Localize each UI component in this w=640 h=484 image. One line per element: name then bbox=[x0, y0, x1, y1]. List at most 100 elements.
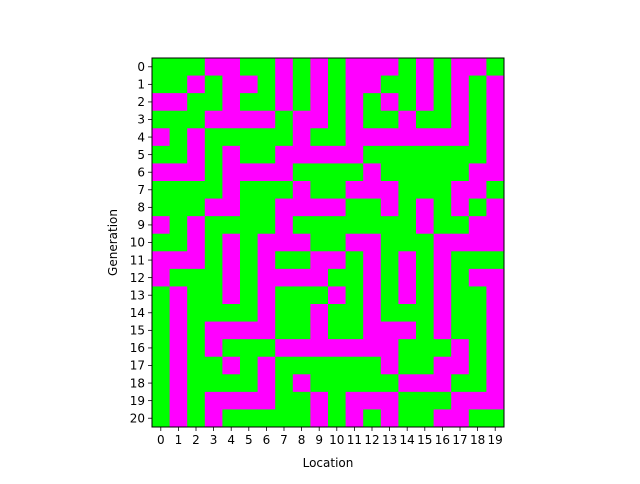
heatmap-cell bbox=[486, 268, 505, 287]
heatmap-cell bbox=[398, 233, 417, 252]
heatmap-cell bbox=[187, 286, 206, 305]
heatmap-cell bbox=[257, 163, 276, 182]
heatmap-cell bbox=[275, 304, 294, 322]
heatmap-cell bbox=[257, 391, 276, 410]
y-tick-label: 1 bbox=[137, 78, 145, 92]
heatmap-cell bbox=[292, 110, 311, 129]
heatmap-cell bbox=[240, 321, 258, 340]
y-tick-label: 0 bbox=[137, 60, 145, 74]
heatmap-cell bbox=[363, 145, 382, 164]
heatmap-cell bbox=[187, 304, 206, 322]
heatmap-cell bbox=[257, 374, 276, 393]
heatmap-cell bbox=[169, 339, 188, 358]
heatmap-cell bbox=[169, 304, 188, 322]
heatmap-cell bbox=[240, 198, 258, 217]
heatmap-cell bbox=[292, 216, 311, 235]
heatmap-cell bbox=[468, 374, 487, 393]
heatmap-cell bbox=[257, 233, 276, 252]
heatmap-cell bbox=[398, 163, 417, 182]
heatmap-cell bbox=[398, 198, 417, 217]
heatmap-cell bbox=[451, 391, 470, 410]
heatmap-cell bbox=[345, 198, 364, 217]
x-tick-label: 9 bbox=[315, 433, 323, 447]
heatmap-cell bbox=[345, 409, 364, 428]
heatmap-cell bbox=[380, 198, 399, 217]
heatmap-cell bbox=[345, 233, 364, 252]
heatmap-cell bbox=[257, 93, 276, 112]
heatmap-cell bbox=[328, 233, 346, 252]
heatmap-cell bbox=[398, 268, 417, 287]
heatmap-cell bbox=[169, 374, 188, 393]
heatmap-cell bbox=[328, 321, 346, 340]
heatmap-cell bbox=[310, 339, 329, 358]
heatmap-cell bbox=[240, 216, 258, 235]
heatmap-cell bbox=[363, 163, 382, 182]
heatmap-cell bbox=[187, 321, 206, 340]
heatmap-cell bbox=[275, 198, 294, 217]
heatmap-cell bbox=[433, 233, 452, 252]
y-tick-label: 16 bbox=[130, 341, 145, 355]
heatmap-cell bbox=[416, 198, 434, 217]
heatmap-cell bbox=[433, 75, 452, 94]
heatmap-cell bbox=[380, 251, 399, 270]
heatmap-cell bbox=[187, 198, 206, 217]
heatmap-cell bbox=[152, 128, 170, 147]
heatmap-cell bbox=[292, 75, 311, 94]
heatmap-cell bbox=[416, 128, 434, 147]
heatmap-cell bbox=[398, 374, 417, 393]
heatmap-cell bbox=[275, 110, 294, 129]
x-tick-label: 16 bbox=[435, 433, 450, 447]
heatmap-cell bbox=[275, 233, 294, 252]
heatmap-cell bbox=[292, 198, 311, 217]
heatmap-cell bbox=[275, 251, 294, 270]
heatmap-cell bbox=[345, 251, 364, 270]
heatmap-cell bbox=[204, 409, 223, 428]
heatmap-cell bbox=[169, 75, 188, 94]
heatmap-cell bbox=[451, 268, 470, 287]
heatmap-cell bbox=[328, 110, 346, 129]
heatmap-cell bbox=[240, 233, 258, 252]
y-tick-label: 14 bbox=[130, 306, 145, 320]
heatmap-cell bbox=[451, 251, 470, 270]
heatmap-cell bbox=[292, 145, 311, 164]
heatmap-cell bbox=[169, 128, 188, 147]
heatmap-cell bbox=[204, 304, 223, 322]
heatmap-cell bbox=[468, 304, 487, 322]
x-tick-label: 12 bbox=[364, 433, 379, 447]
heatmap-cell bbox=[451, 233, 470, 252]
heatmap-cell bbox=[328, 181, 346, 199]
heatmap-cell bbox=[416, 339, 434, 358]
heatmap-cell bbox=[310, 286, 329, 305]
heatmap-cell bbox=[468, 198, 487, 217]
heatmap-cell bbox=[222, 181, 241, 199]
heatmap-cell bbox=[257, 304, 276, 322]
heatmap-cell bbox=[486, 198, 505, 217]
heatmap-cell bbox=[222, 145, 241, 164]
heatmap-cell bbox=[310, 391, 329, 410]
heatmap-cell bbox=[240, 163, 258, 182]
heatmap-cell bbox=[433, 321, 452, 340]
heatmap-cell bbox=[380, 409, 399, 428]
heatmap-cell bbox=[451, 304, 470, 322]
x-tick-label: 5 bbox=[245, 433, 253, 447]
heatmap-cell bbox=[222, 339, 241, 358]
heatmap-cell bbox=[187, 128, 206, 147]
heatmap-cell bbox=[486, 110, 505, 129]
heatmap-cell bbox=[257, 339, 276, 358]
y-tick-label: 19 bbox=[130, 394, 145, 408]
heatmap-cell bbox=[468, 181, 487, 199]
y-tick-label: 10 bbox=[130, 236, 145, 250]
heatmap-cell bbox=[451, 321, 470, 340]
heatmap-cell bbox=[486, 93, 505, 112]
heatmap-cell bbox=[152, 268, 170, 287]
heatmap-cell bbox=[257, 110, 276, 129]
heatmap-cell bbox=[222, 304, 241, 322]
heatmap-cell bbox=[204, 251, 223, 270]
heatmap-cell bbox=[152, 374, 170, 393]
heatmap-cell bbox=[468, 163, 487, 182]
heatmap-cell bbox=[204, 356, 223, 375]
heatmap-cell bbox=[416, 93, 434, 112]
heatmap-cell bbox=[451, 198, 470, 217]
heatmap-cell bbox=[451, 128, 470, 147]
heatmap-cell bbox=[345, 321, 364, 340]
